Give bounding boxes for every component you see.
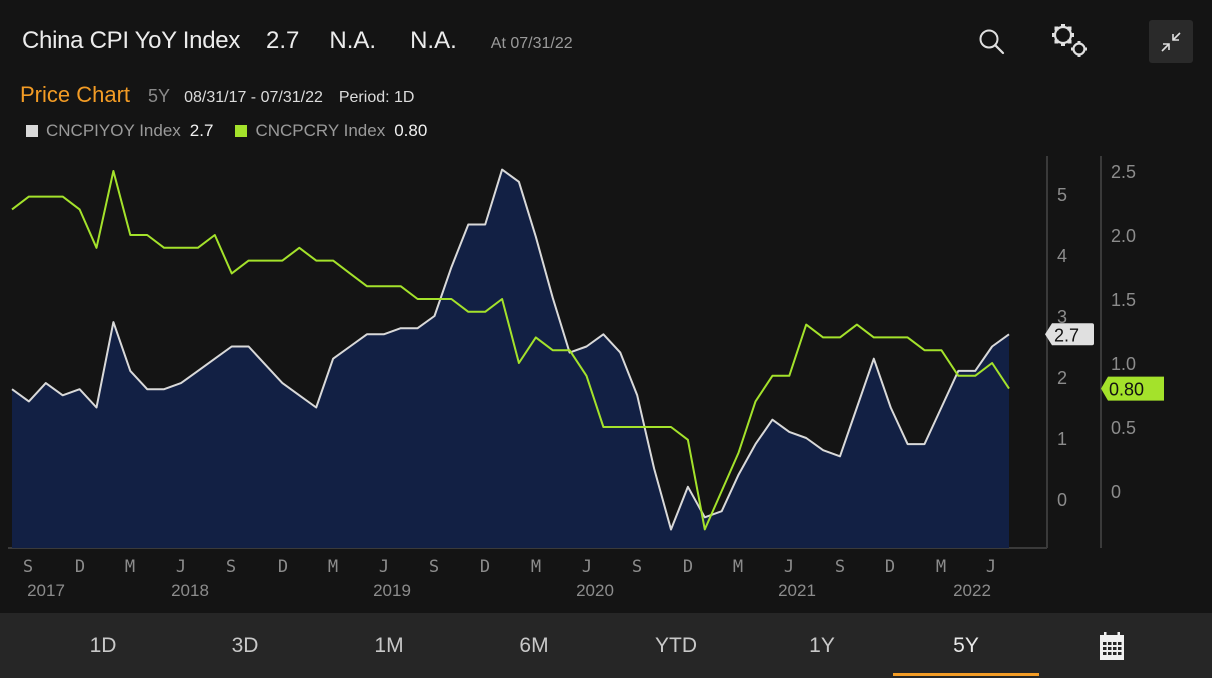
percent-change: N.A.	[410, 27, 457, 54]
svg-text:D: D	[683, 557, 693, 577]
svg-text:2021: 2021	[778, 581, 816, 600]
svg-text:J: J	[784, 557, 794, 577]
svg-text:1.5: 1.5	[1111, 290, 1136, 310]
svg-text:2022: 2022	[953, 581, 991, 600]
legend-value: 2.7	[189, 121, 214, 140]
svg-text:1.0: 1.0	[1111, 354, 1136, 374]
svg-text:M: M	[733, 557, 743, 577]
svg-text:2019: 2019	[373, 581, 411, 600]
svg-text:S: S	[23, 557, 33, 577]
legend-value: 0.80	[394, 121, 428, 140]
tab-1d[interactable]: 1D	[30, 613, 176, 678]
range-nav-bar: 1D 3D 1M 6M YTD 1Y 5Y	[0, 613, 1212, 678]
tab-label: 1Y	[809, 633, 835, 657]
chart-header: China CPI YoY Index 2.7 N.A. N.A. At 07/…	[0, 0, 1212, 80]
svg-text:2017: 2017	[27, 581, 65, 600]
date-range: 08/31/17 - 07/31/22	[184, 89, 323, 106]
net-change: N.A.	[329, 27, 377, 54]
svg-text:0.80: 0.80	[1109, 380, 1144, 400]
svg-text:4: 4	[1057, 246, 1067, 266]
tab-1m[interactable]: 1M	[316, 613, 462, 678]
range-label: 5Y	[148, 86, 171, 106]
svg-text:D: D	[278, 557, 288, 577]
title-row: China CPI YoY Index 2.7 N.A. N.A. At 07/…	[22, 27, 573, 55]
svg-text:S: S	[226, 557, 236, 577]
chart-plot[interactable]: 0 1 2 3 4 5 0 0.5 1.0 1.5 2.0 2.5 2.7 0.80 S D M J S D M J S D M…	[0, 150, 1212, 610]
svg-text:2: 2	[1057, 368, 1067, 388]
legend-swatch-white	[26, 125, 38, 137]
search-button[interactable]	[972, 22, 1012, 62]
tab-1y[interactable]: 1Y	[749, 613, 895, 678]
calendar-icon	[1100, 631, 1124, 660]
chart-subheader: Price Chart 5Y 08/31/17 - 07/31/22 Perio…	[20, 82, 414, 108]
svg-text:0.5: 0.5	[1111, 418, 1136, 438]
svg-text:M: M	[328, 557, 338, 577]
legend-swatch-green	[235, 125, 248, 137]
settings-button[interactable]	[1046, 20, 1096, 64]
calendar-button[interactable]	[1082, 613, 1142, 678]
active-tab-indicator	[893, 673, 1039, 676]
svg-text:D: D	[75, 557, 85, 577]
svg-text:J: J	[986, 557, 996, 577]
legend-name: CNCPIYOY Index	[46, 121, 181, 140]
svg-text:J: J	[582, 557, 592, 577]
chart-legend: CNCPIYOY Index 2.7 CNCPCRY Index 0.80	[26, 121, 449, 141]
cpi-line	[11, 168, 1010, 531]
svg-text:J: J	[379, 557, 389, 577]
tab-6m[interactable]: 6M	[461, 613, 607, 678]
collapse-button[interactable]	[1149, 20, 1193, 63]
svg-text:S: S	[632, 557, 642, 577]
tab-5y[interactable]: 5Y	[893, 613, 1039, 678]
svg-text:S: S	[835, 557, 845, 577]
svg-text:1: 1	[1057, 429, 1067, 449]
core-cpi-line	[11, 170, 1010, 531]
svg-text:S: S	[429, 557, 439, 577]
svg-text:2.0: 2.0	[1111, 226, 1136, 246]
svg-text:5: 5	[1057, 185, 1067, 205]
tab-label: 6M	[519, 633, 549, 657]
svg-text:D: D	[480, 557, 490, 577]
legend-item-cpi[interactable]: CNCPIYOY Index 2.7	[26, 121, 213, 141]
last-value: 2.7	[266, 27, 300, 54]
svg-text:D: D	[885, 557, 895, 577]
tab-3d[interactable]: 3D	[172, 613, 318, 678]
tab-ytd[interactable]: YTD	[603, 613, 749, 678]
tab-label: YTD	[655, 633, 697, 657]
tab-label: 1D	[89, 633, 117, 657]
as-of-date: At 07/31/22	[490, 35, 573, 52]
chart-type-label[interactable]: Price Chart	[20, 82, 131, 107]
svg-text:J: J	[176, 557, 186, 577]
security-title: China CPI YoY Index	[22, 27, 241, 54]
svg-text:0: 0	[1057, 490, 1067, 510]
tab-label: 3D	[231, 633, 259, 657]
svg-text:M: M	[936, 557, 946, 577]
period-label: Period: 1D	[338, 89, 415, 106]
svg-text:2018: 2018	[171, 581, 209, 600]
svg-text:2.7: 2.7	[1054, 325, 1079, 345]
svg-text:M: M	[531, 557, 541, 577]
tab-label: 5Y	[953, 633, 979, 657]
svg-text:3: 3	[1057, 307, 1067, 327]
tab-label: 1M	[374, 633, 404, 657]
price-chart[interactable]: 0 1 2 3 4 5 0 0.5 1.0 1.5 2.0 2.5 2.7 0.80 S D M J S D M J S D M…	[0, 150, 1212, 610]
svg-text:2020: 2020	[576, 581, 614, 600]
cpi-area	[12, 169, 1009, 548]
gears-icon	[1052, 24, 1087, 57]
search-icon	[979, 29, 1005, 55]
svg-text:0: 0	[1111, 482, 1121, 502]
collapse-arrows-icon	[1161, 31, 1181, 52]
svg-text:M: M	[125, 557, 135, 577]
svg-text:2.5: 2.5	[1111, 162, 1136, 182]
legend-item-core-cpi[interactable]: CNCPCRY Index 0.80	[235, 121, 427, 141]
legend-name: CNCPCRY Index	[255, 121, 386, 140]
